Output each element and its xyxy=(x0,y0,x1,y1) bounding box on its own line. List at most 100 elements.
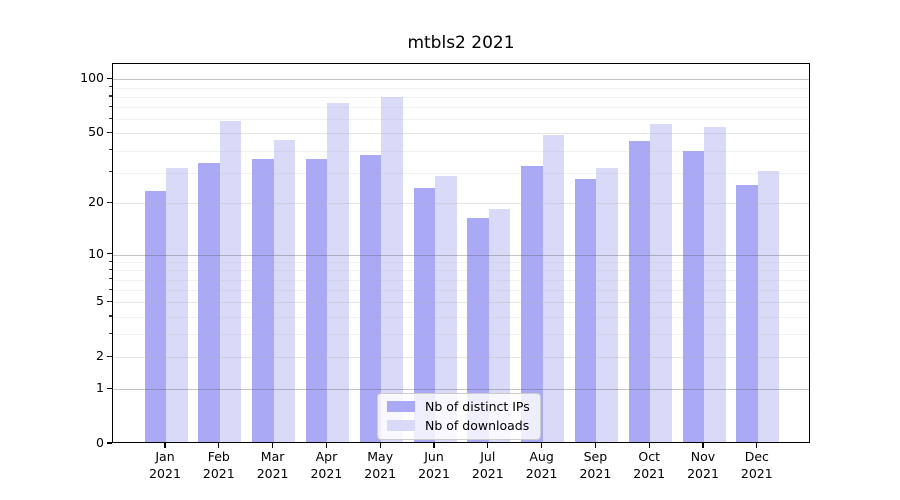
y-minor-tick-mark xyxy=(109,117,112,119)
legend-label-distinct-ips: Nb of distinct IPs xyxy=(425,399,530,414)
y-minor-tick-mark xyxy=(109,86,112,88)
plot-area xyxy=(112,63,810,443)
x-tick-mark xyxy=(325,443,327,448)
gridline-minor xyxy=(113,262,809,264)
legend: Nb of distinct IPs Nb of downloads xyxy=(377,393,541,440)
y-tick-mark xyxy=(107,442,112,444)
bar-downloads-sep xyxy=(596,168,618,442)
x-tick-label: Mar 2021 xyxy=(256,449,289,481)
bar-ips-nov xyxy=(682,150,704,442)
y-minor-tick-mark xyxy=(109,300,112,303)
y-minor-tick-mark xyxy=(109,149,112,151)
y-minor-tick-mark xyxy=(109,201,112,204)
x-tick-mark xyxy=(541,443,543,448)
x-tick-mark xyxy=(379,443,381,448)
y-minor-tick-mark xyxy=(109,288,112,290)
gridline-minor xyxy=(113,96,809,98)
x-tick-label: Nov 2021 xyxy=(687,449,719,481)
gridline-minor xyxy=(113,357,809,359)
gridline-minor xyxy=(113,290,809,292)
bar-downloads-jan xyxy=(166,168,188,442)
gridline-minor xyxy=(113,334,809,336)
legend-swatch-downloads xyxy=(387,420,415,431)
y-minor-tick-mark xyxy=(109,278,112,280)
y-minor-tick-mark xyxy=(109,171,112,173)
x-tick-label: Aug 2021 xyxy=(525,449,558,481)
y-tick-label: 1 xyxy=(96,380,104,396)
legend-item-downloads: Nb of downloads xyxy=(387,418,530,433)
y-tick-label: 10 xyxy=(88,245,104,261)
x-tick-mark xyxy=(218,443,220,448)
y-minor-tick-mark xyxy=(109,95,112,97)
gridline-minor xyxy=(113,119,809,121)
gridline-minor xyxy=(113,87,809,89)
gridline-major xyxy=(113,79,809,81)
bar-downloads-feb xyxy=(219,121,242,442)
gridline-minor xyxy=(113,203,809,205)
gridline-minor xyxy=(113,107,809,109)
x-tick-mark xyxy=(648,443,650,448)
x-tick-label: Dec 2021 xyxy=(740,449,773,481)
bar-downloads-mar xyxy=(273,139,296,442)
bar-ips-feb xyxy=(198,163,220,442)
bar-ips-jan xyxy=(144,190,166,442)
bar-downloads-apr xyxy=(327,103,349,442)
bar-ips-dec xyxy=(736,184,758,442)
y-tick-label: 50 xyxy=(88,124,104,140)
bar-downloads-jul xyxy=(488,209,511,442)
x-tick-label: Jan 2021 xyxy=(149,449,181,481)
x-tick-mark xyxy=(594,443,596,448)
x-tick-label: May 2021 xyxy=(364,449,397,481)
x-tick-label: Jul 2021 xyxy=(471,449,504,481)
y-minor-tick-mark xyxy=(109,332,112,335)
x-tick-mark xyxy=(702,443,704,448)
bar-downloads-dec xyxy=(757,170,780,442)
gridline-minor xyxy=(113,203,809,205)
bar-ips-jul xyxy=(467,218,489,442)
y-minor-tick-mark xyxy=(109,260,112,262)
y-tick-label: 5 xyxy=(96,293,104,309)
gridline-major xyxy=(113,254,809,256)
gridline-minor xyxy=(113,279,809,281)
y-minor-tick-mark xyxy=(109,355,112,357)
bar-ips-apr xyxy=(305,158,328,442)
y-tick-mark xyxy=(107,77,112,79)
x-tick-label: Feb 2021 xyxy=(202,449,235,481)
gridline-minor xyxy=(113,357,809,359)
gridline-minor xyxy=(113,302,809,304)
gridline-minor xyxy=(113,133,809,135)
bar-ips-may xyxy=(359,154,382,442)
bar-ips-jun xyxy=(413,187,435,442)
bar-ips-aug xyxy=(521,165,543,442)
y-tick-mark xyxy=(107,252,112,255)
y-tick-label: 0 xyxy=(96,435,104,450)
y-tick-label: 100 xyxy=(80,70,104,86)
legend-label-downloads: Nb of downloads xyxy=(425,418,530,433)
gridline-minor xyxy=(113,172,809,174)
y-minor-tick-mark xyxy=(109,268,112,271)
x-tick-mark xyxy=(433,443,435,448)
x-tick-label: Oct 2021 xyxy=(633,449,666,481)
y-tick-mark xyxy=(107,387,112,389)
gridline-minor xyxy=(113,133,809,135)
legend-item-distinct-ips: Nb of distinct IPs xyxy=(387,399,530,414)
y-tick-label: 2 xyxy=(96,348,104,364)
legend-swatch-distinct-ips xyxy=(387,401,415,412)
bar-downloads-may xyxy=(381,96,403,442)
x-tick-mark xyxy=(487,443,489,448)
y-minor-tick-mark xyxy=(109,315,112,317)
chart-title: mtbls2 2021 xyxy=(407,33,515,53)
bar-downloads-jun xyxy=(435,176,457,442)
gridline-minor xyxy=(113,150,809,152)
x-tick-label: Jun 2021 xyxy=(418,449,450,481)
bar-ips-oct xyxy=(628,141,651,442)
y-tick-label: 20 xyxy=(88,194,104,210)
y-minor-tick-mark xyxy=(109,131,112,134)
gridline-minor xyxy=(113,316,809,318)
x-tick-label: Sep 2021 xyxy=(579,449,612,481)
bar-downloads-aug xyxy=(542,134,565,442)
gridline-minor xyxy=(113,270,809,272)
y-minor-tick-mark xyxy=(109,105,112,107)
x-tick-mark xyxy=(164,443,166,448)
